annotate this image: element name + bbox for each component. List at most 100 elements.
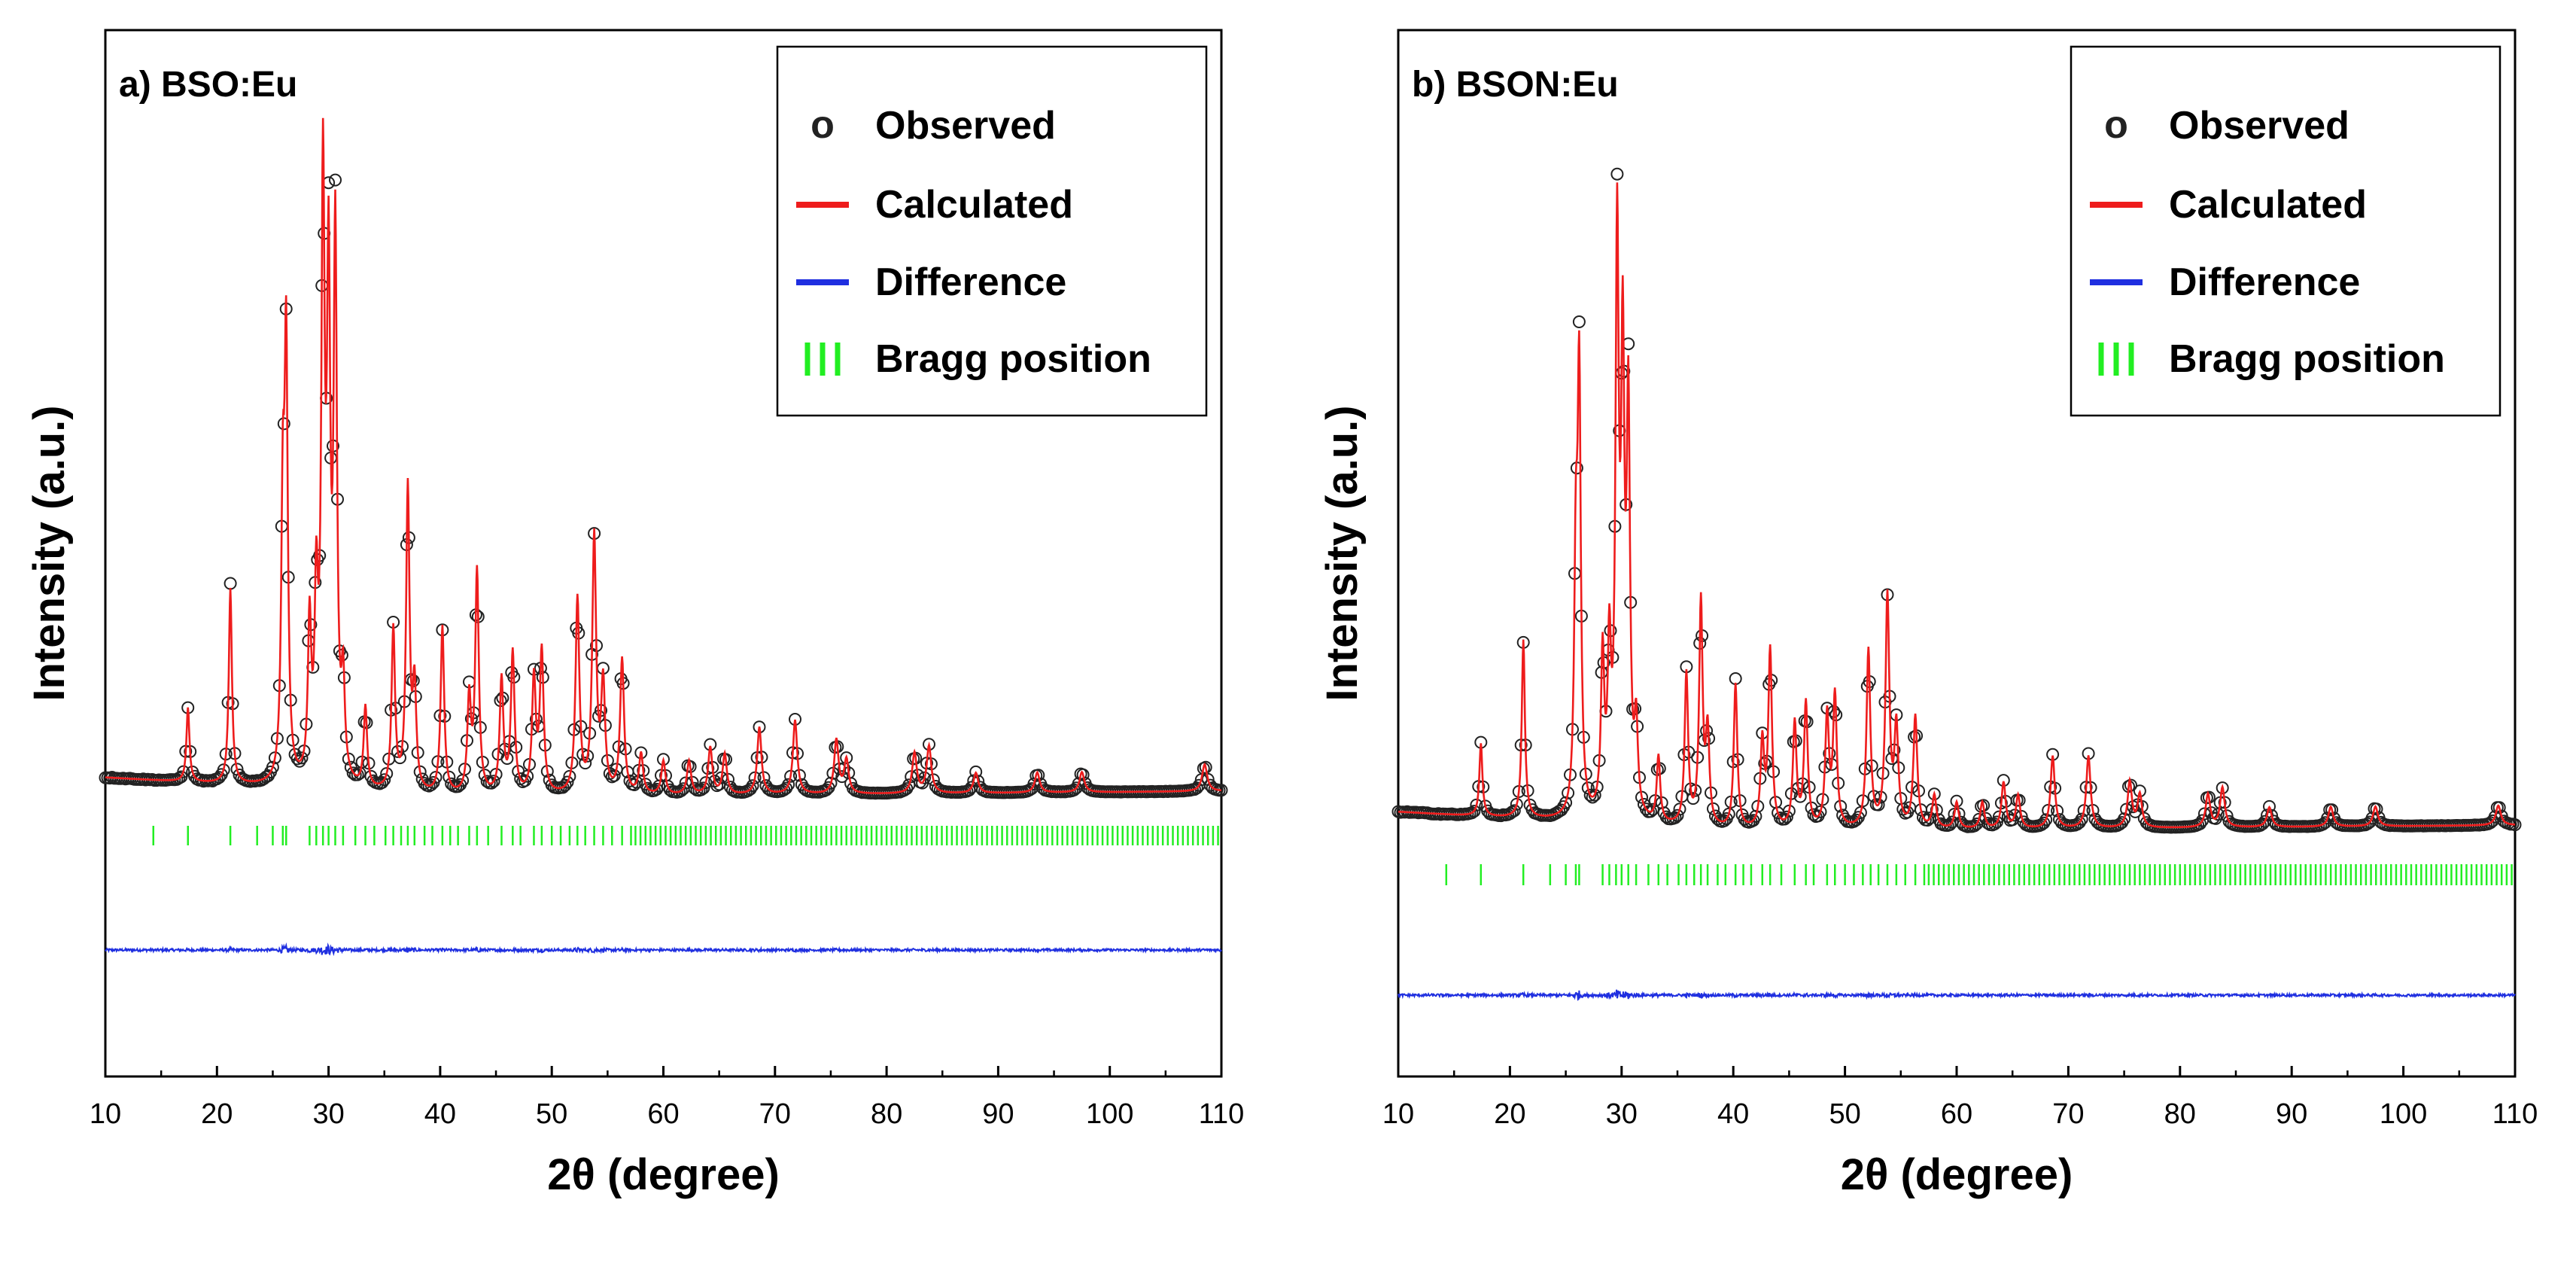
- observed-point: [1188, 783, 1201, 796]
- x-tick-label: 10: [90, 1098, 121, 1130]
- observed-point: [1572, 315, 1586, 328]
- difference-line: [105, 942, 1222, 957]
- observed-point: [1559, 796, 1573, 809]
- observed-point: [380, 767, 394, 781]
- observed-point: [1673, 802, 1686, 816]
- x-tick-label: 110: [2492, 1098, 2538, 1130]
- x-tick-label: 60: [647, 1098, 679, 1130]
- observed-point: [1849, 813, 1863, 827]
- legend-box: [2070, 45, 2501, 417]
- observed-point: [2039, 813, 2053, 827]
- x-tick-label: 80: [871, 1098, 902, 1130]
- observed-point: [1814, 805, 1827, 818]
- x-tick-label: 20: [201, 1098, 233, 1130]
- legend-label-observed: Observed: [2169, 104, 2349, 148]
- x-tick-label: 40: [424, 1098, 456, 1130]
- observed-point: [212, 771, 226, 784]
- x-tick-label: 60: [1941, 1098, 1972, 1130]
- observed-point: [1749, 809, 1762, 823]
- observed-point: [967, 774, 981, 787]
- observed-point: [840, 751, 853, 765]
- observed-point: [1470, 798, 1483, 811]
- observed-point: [623, 774, 637, 787]
- x-tick-label: 110: [1199, 1098, 1245, 1130]
- observed-point: [2073, 816, 2086, 830]
- observed-point: [266, 760, 279, 774]
- observed-point: [607, 769, 621, 782]
- x-tick-label: 40: [1717, 1098, 1749, 1130]
- observed-point: [2492, 801, 2506, 815]
- observed-point: [1950, 794, 1963, 808]
- observed-point: [969, 765, 983, 778]
- observed-point: [1067, 783, 1081, 796]
- x-tick-label: 50: [1829, 1098, 1860, 1130]
- observed-point: [1671, 808, 1684, 822]
- observed-point: [429, 771, 443, 784]
- observed-point: [378, 773, 391, 787]
- x-tick-label: 90: [982, 1098, 1014, 1130]
- observed-point: [1854, 806, 1867, 819]
- observed-point: [2037, 816, 2051, 830]
- observed-point: [1872, 798, 1885, 811]
- x-tick-label: 20: [1494, 1098, 1525, 1130]
- observed-point: [744, 782, 757, 796]
- observed-point: [697, 781, 710, 795]
- legend-label-bragg: Bragg position: [2169, 337, 2445, 381]
- observed-point: [820, 783, 833, 796]
- observed-point: [1076, 768, 1090, 781]
- observed-point: [2118, 812, 2131, 826]
- observed-point: [217, 763, 230, 777]
- observed-point: [1793, 790, 1807, 803]
- observed-point: [782, 778, 795, 791]
- x-tick-label: 50: [536, 1098, 567, 1130]
- panel-label: b) BSON:Eu: [1412, 65, 1619, 105]
- observed-point: [1927, 787, 1941, 801]
- bragg-position-ticks: [1445, 864, 2513, 885]
- chart-panel-b: 10 20 30 40 50 60 70 80 90 100 110 2θ (degree) Inten…: [1318, 29, 2538, 1199]
- x-tick-label: 30: [1606, 1098, 1638, 1130]
- observed-point: [1992, 810, 2006, 824]
- calculated-line: [1397, 182, 2515, 829]
- legend-label-calculated: Calculated: [2169, 183, 2367, 227]
- observed-point: [1510, 797, 1523, 811]
- x-tick-label: 10: [1382, 1098, 1414, 1130]
- observed-point: [2075, 812, 2088, 826]
- legend-observed-marker: o: [811, 103, 835, 147]
- legend-label-observed: Observed: [875, 104, 1056, 148]
- observed-point: [563, 769, 576, 783]
- observed-point: [351, 768, 364, 781]
- legend-label-difference: Difference: [2169, 260, 2360, 304]
- observed-point: [1507, 804, 1521, 818]
- observed-point: [344, 760, 357, 774]
- chart-panel-a: 10 20 30 40 50 60 70 80 90 100 110 2θ (degree) Inten…: [25, 29, 1245, 1199]
- observed-point: [1032, 769, 1045, 782]
- legend-label-bragg: Bragg position: [875, 337, 1151, 381]
- observed-point: [521, 769, 534, 783]
- observed-point: [1555, 803, 1568, 817]
- observed-point: [1610, 167, 1624, 181]
- observed-point: [1525, 803, 1539, 817]
- x-tick-label: 70: [759, 1098, 791, 1130]
- observed-point: [1780, 810, 1793, 824]
- legend-observed-marker: o: [2104, 103, 2128, 147]
- observed-point: [835, 770, 849, 784]
- observed-point: [634, 746, 648, 760]
- observed-point: [293, 754, 306, 768]
- observed-point: [2216, 781, 2229, 795]
- x-tick-label: 30: [312, 1098, 344, 1130]
- observed-point: [1722, 807, 1735, 821]
- observed-point: [210, 772, 224, 786]
- observed-point: [1467, 805, 1481, 818]
- observed-point: [1505, 805, 1519, 819]
- observed-point: [824, 776, 838, 790]
- y-axis-title: Intensity (a.u.): [25, 405, 74, 701]
- observed-point: [329, 173, 342, 187]
- x-axis-title: 2θ (degree): [1841, 1150, 2073, 1199]
- legend-label-difference: Difference: [875, 260, 1066, 304]
- observed-point: [2325, 803, 2339, 817]
- difference-line: [1397, 989, 2516, 1001]
- observed-point: [1644, 805, 1657, 818]
- legend: o Observed Calculated Difference Bragg posit…: [776, 45, 1208, 417]
- x-tick-label: 80: [2164, 1098, 2196, 1130]
